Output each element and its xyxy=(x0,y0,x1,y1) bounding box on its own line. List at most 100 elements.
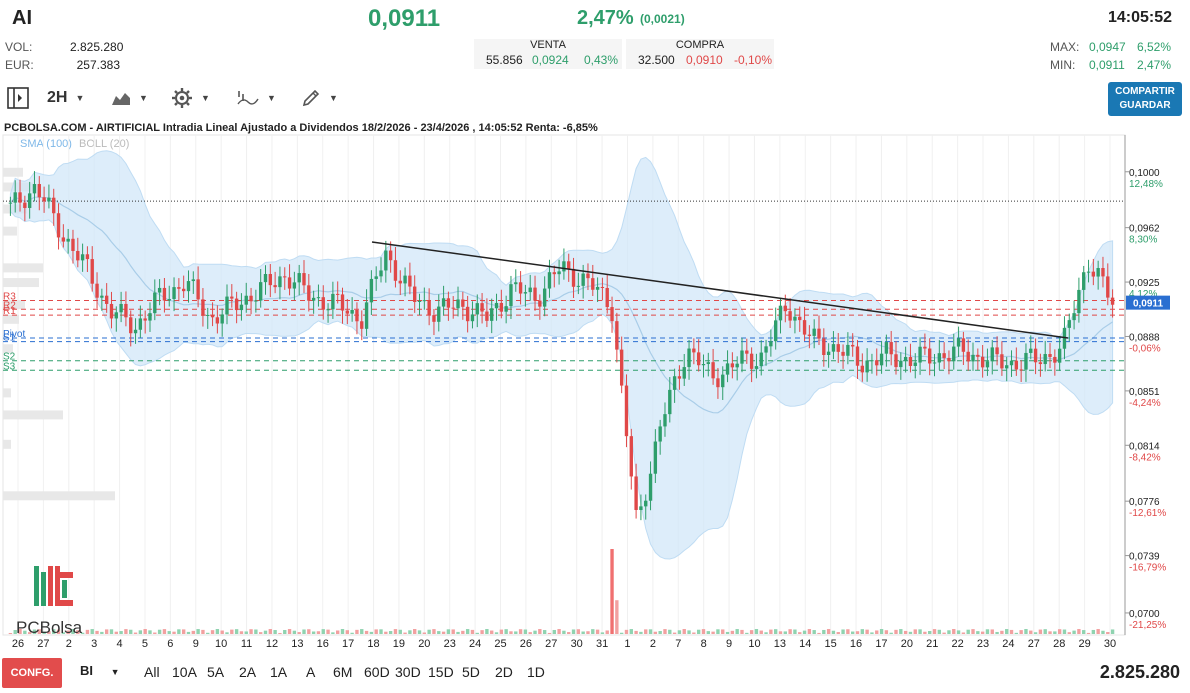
volume-bar xyxy=(841,629,845,634)
candle-body xyxy=(759,352,763,367)
chart-type-selector[interactable]: ▼ xyxy=(111,83,148,113)
period-button-15d[interactable]: 15D xyxy=(428,664,454,680)
sidebar-toggle-button[interactable] xyxy=(5,83,31,113)
y-tick-label: 0,0776 xyxy=(1129,497,1160,508)
candle-body xyxy=(793,316,797,321)
volume-bar xyxy=(1005,629,1009,634)
period-button-2a[interactable]: 2A xyxy=(239,664,257,680)
pivot-label-pivot: Pivot xyxy=(3,329,25,340)
volume-bar xyxy=(244,631,248,634)
volume-bar xyxy=(283,630,287,634)
volume-bar xyxy=(1057,629,1062,634)
volume-bar xyxy=(369,631,374,634)
bi-selector[interactable]: BI ▼ xyxy=(80,663,120,678)
candle-body xyxy=(518,282,523,294)
last-price-label: 0,0911 xyxy=(1133,299,1163,310)
share-save-button[interactable]: COMPARTIR GUARDAR xyxy=(1108,82,1182,116)
candle-body xyxy=(480,303,484,312)
candle-body xyxy=(817,328,821,339)
candle-body xyxy=(181,288,186,292)
candle-body xyxy=(37,184,41,198)
volume-bar xyxy=(952,629,956,634)
volume-bar xyxy=(191,630,195,634)
volume-bar xyxy=(350,632,354,634)
candle-body xyxy=(446,298,451,308)
candle-body xyxy=(947,357,951,362)
period-button-30d[interactable]: 30D xyxy=(395,664,421,680)
chevron-down-icon: ▼ xyxy=(75,93,85,103)
period-button-5d[interactable]: 5D xyxy=(462,664,480,680)
candle-body xyxy=(1048,354,1052,357)
volume-bar xyxy=(393,629,398,634)
candle-body xyxy=(23,202,27,208)
candle-body xyxy=(437,306,441,322)
candle-body xyxy=(721,374,725,388)
candle-body xyxy=(283,276,287,278)
volume-bar xyxy=(547,632,552,634)
share-label: COMPARTIR xyxy=(1115,86,1175,97)
interval-selector[interactable]: 2H ▼ xyxy=(47,83,84,113)
volume-bar xyxy=(186,631,191,634)
legend-boll[interactable]: BOLL (20) xyxy=(79,138,130,150)
volume-bar xyxy=(802,630,807,634)
volume-bar xyxy=(1077,629,1081,634)
x-tick-label: 31 xyxy=(595,638,609,650)
candle-body xyxy=(254,300,258,302)
volume-bar xyxy=(177,629,181,634)
x-tick-label: 2 xyxy=(649,638,656,650)
candle-body xyxy=(27,193,32,208)
candle-body xyxy=(687,348,691,368)
volume-bar xyxy=(32,629,37,634)
candle-body xyxy=(379,270,383,277)
candle-body xyxy=(865,360,869,373)
period-button-5a[interactable]: 5A xyxy=(207,664,225,680)
period-button-10a[interactable]: 10A xyxy=(172,664,197,680)
settings-selector[interactable]: ▼ xyxy=(171,83,210,113)
candle-body xyxy=(1110,297,1115,305)
volume-bar xyxy=(181,629,186,634)
candle-body xyxy=(1014,360,1019,370)
indicators-selector[interactable]: ▼ xyxy=(237,83,276,113)
candle-body xyxy=(8,202,13,204)
period-button-6m[interactable]: 6M xyxy=(333,664,353,680)
volume-bar xyxy=(855,631,860,634)
volume-bar xyxy=(870,632,874,634)
trend-line[interactable] xyxy=(371,241,1069,339)
candle-body xyxy=(514,282,518,285)
period-button-2d[interactable]: 2D xyxy=(495,664,513,680)
config-button[interactable]: CONFG. xyxy=(2,658,62,688)
candle-body xyxy=(32,184,37,194)
volume-bar xyxy=(677,630,682,634)
y-tick-percent: -0,06% xyxy=(1129,343,1161,354)
change-percent: 2,47% xyxy=(577,7,634,29)
x-tick-label: 7 xyxy=(675,638,682,650)
candle-body xyxy=(157,287,162,293)
volume-bar xyxy=(1019,630,1023,634)
period-button-1a[interactable]: 1A xyxy=(270,664,288,680)
x-tick-label: 13 xyxy=(773,638,786,650)
period-button-a[interactable]: A xyxy=(306,664,316,680)
volume-bar xyxy=(826,629,831,634)
candle-body xyxy=(321,297,325,310)
volume-bar xyxy=(1091,629,1096,634)
candle-body xyxy=(831,344,836,352)
volume-bar xyxy=(398,629,402,634)
volume-bar xyxy=(239,631,244,634)
volume-bar xyxy=(109,629,114,634)
volume-bar xyxy=(538,629,542,634)
volume-bar xyxy=(1096,629,1100,634)
legend-sma[interactable]: SMA (100) xyxy=(20,138,72,150)
y-tick-percent: 12,48% xyxy=(1129,179,1163,190)
candle-body xyxy=(807,334,812,336)
candle-body xyxy=(1101,268,1105,277)
volume-bar xyxy=(696,629,701,634)
period-button-60d[interactable]: 60D xyxy=(364,664,390,680)
candle-body xyxy=(990,347,994,362)
candle-body xyxy=(336,293,340,295)
candle-body xyxy=(711,362,715,379)
period-button-all[interactable]: All xyxy=(144,664,160,680)
period-button-1d[interactable]: 1D xyxy=(527,664,545,680)
volume-bar xyxy=(71,629,75,634)
drawing-tools-selector[interactable]: ▼ xyxy=(301,83,338,113)
